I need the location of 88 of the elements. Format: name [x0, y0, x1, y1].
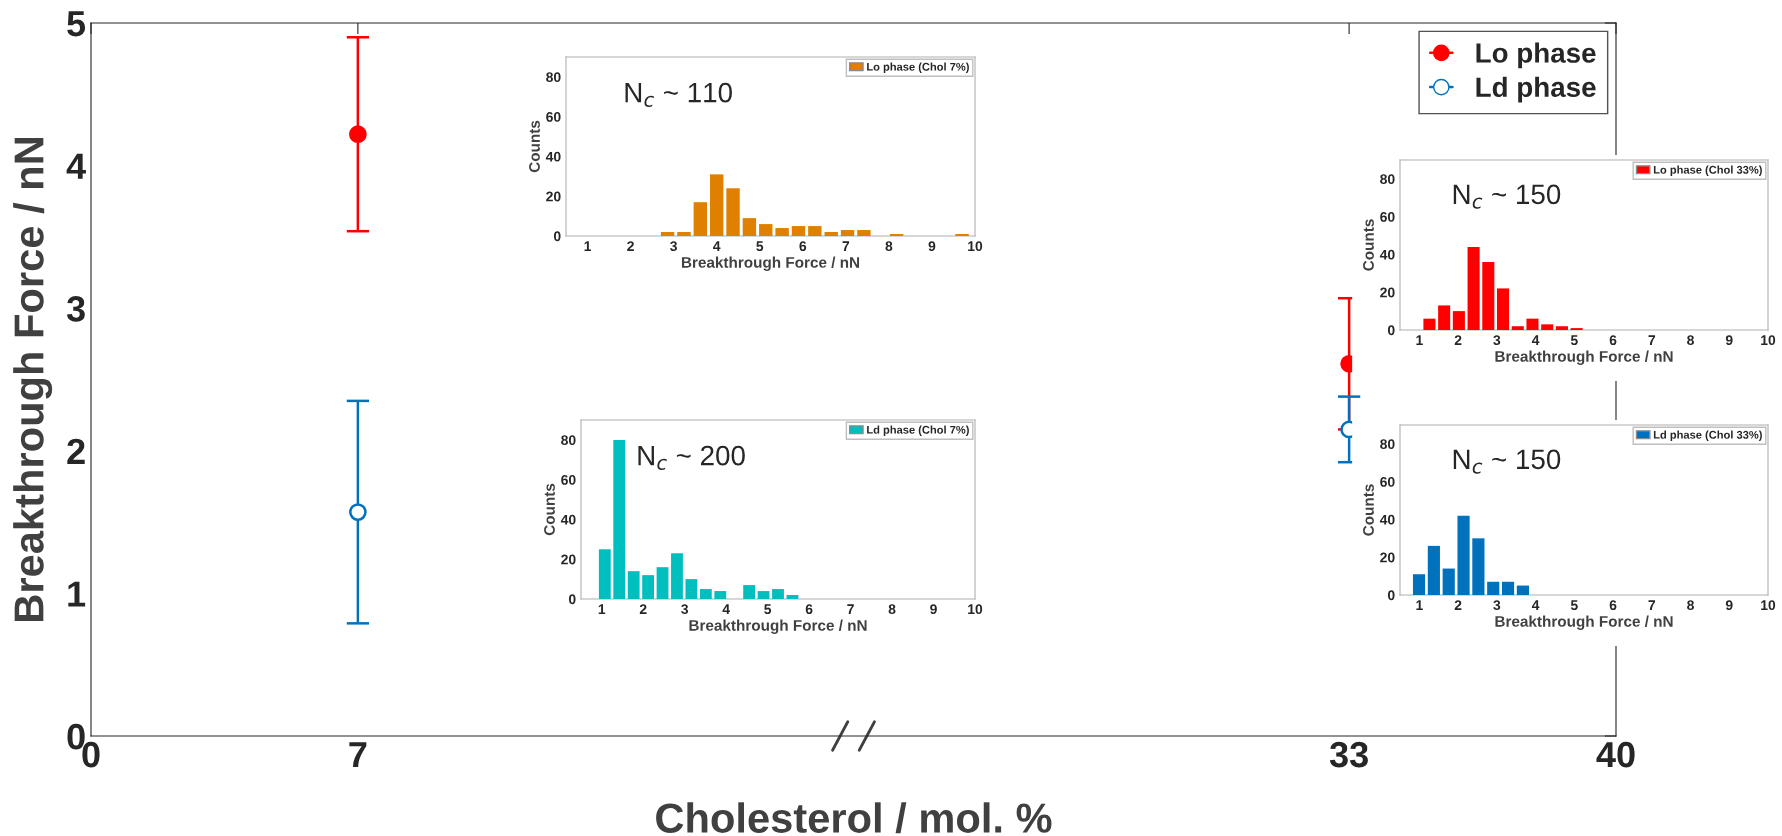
- x-tick-label: 9: [930, 604, 937, 615]
- legend-label: Ld phase (Chol 7%): [867, 425, 969, 436]
- legend-label: Ld phase (Chol 33%): [1653, 430, 1762, 441]
- annotation: N$_{c}$ ~ 200: [638, 445, 745, 470]
- y-tick-label: 60: [546, 112, 561, 122]
- legend-label: Lo phase: [1476, 42, 1596, 69]
- y-tick-label: 80: [546, 72, 561, 83]
- x-axis-title: Breakthrough Force / nN: [1495, 350, 1673, 365]
- x-tick-label: 3: [681, 604, 689, 615]
- y-tick-label: 20: [1380, 287, 1395, 298]
- x-tick-label: 10: [968, 604, 983, 615]
- annotation: N$_{c}$ ~ 150: [1453, 184, 1561, 209]
- x-tick-label: 10: [968, 241, 983, 252]
- x-tick-label: 7: [842, 241, 850, 251]
- x-tick-label: 10: [1761, 335, 1776, 346]
- x-axis-title: Cholesterol / mol. %: [656, 802, 1052, 834]
- y-tick-label: 20: [1380, 552, 1395, 563]
- y-tick-label: 5: [67, 11, 86, 37]
- legend-label: Lo phase (Chol 7%): [867, 62, 969, 73]
- x-tick-label: 2: [1454, 335, 1462, 345]
- x-tick-label: 8: [1687, 335, 1694, 346]
- y-tick-label: 60: [1380, 212, 1395, 222]
- x-axis-title: Breakthrough Force / nN: [689, 619, 867, 634]
- x-tick-label: 6: [1609, 600, 1617, 611]
- x-tick-label: 10: [1761, 600, 1776, 611]
- x-tick-label: 2: [1454, 600, 1462, 610]
- x-tick-label: 6: [805, 604, 813, 615]
- point: [349, 125, 367, 144]
- annotation: N$_{c}$ ~ 110: [625, 82, 732, 107]
- x-tick-label: 9: [928, 241, 936, 252]
- y-tick-label: 0: [1387, 590, 1395, 601]
- x-tick-label: 1: [1416, 600, 1423, 610]
- x-tick-label: 5: [764, 604, 772, 615]
- y-tick-label: 20: [561, 554, 576, 565]
- x-tick-label: 7: [1648, 600, 1656, 610]
- x-tick-label: 1: [584, 241, 591, 251]
- y-tick-label: 60: [561, 475, 576, 485]
- y-tick-label: 80: [561, 435, 576, 446]
- y-tick-label: 60: [1380, 477, 1395, 487]
- x-tick-label: 3: [1493, 600, 1501, 611]
- y-tick-label: 80: [1380, 439, 1395, 450]
- x-tick-label: 3: [1493, 335, 1501, 346]
- x-tick-label: 6: [1609, 335, 1617, 346]
- y-tick-label: 2: [67, 438, 85, 464]
- x-tick-label: 8: [885, 241, 893, 252]
- y-axis-title: Counts: [1363, 484, 1374, 536]
- x-tick-label: 4: [722, 604, 730, 614]
- y-tick-label: 40: [1379, 249, 1395, 260]
- x-tick-label: 4: [713, 241, 721, 251]
- x-tick-label: 8: [1687, 600, 1694, 611]
- x-tick-label: 2: [639, 604, 647, 614]
- x-tick-label: 7: [847, 604, 854, 614]
- x-tick-label: 40: [1596, 741, 1635, 768]
- y-tick-label: 0: [1387, 325, 1395, 336]
- y-tick-label: 40: [1379, 514, 1395, 525]
- annotation: N$_{c}$ ~ 150: [1453, 449, 1561, 474]
- x-tick-label: 3: [670, 241, 677, 252]
- x-tick-label: 4: [1531, 600, 1540, 610]
- x-tick-label: 7: [349, 742, 367, 768]
- x-tick-label: 2: [627, 241, 634, 251]
- x-tick-label: 6: [799, 241, 807, 252]
- x-tick-label: 5: [1570, 335, 1578, 346]
- y-tick-label: 0: [553, 231, 561, 242]
- y-tick-label: 80: [1380, 174, 1395, 185]
- x-axis-title: Breakthrough Force / nN: [1495, 615, 1673, 630]
- point: [349, 503, 367, 521]
- y-axis-title: Counts: [544, 483, 555, 536]
- x-tick-label: 1: [1416, 335, 1423, 345]
- legend-label: Lo phase (Chol 33%): [1653, 165, 1762, 176]
- x-tick-label: 9: [1725, 335, 1733, 346]
- x-tick-label: 5: [756, 241, 764, 252]
- y-axis-title: Breakthrough Force / nN: [13, 138, 53, 621]
- x-tick-label: 8: [888, 604, 896, 615]
- legend-label: Ld phase: [1476, 76, 1596, 103]
- y-axis-title: Counts: [1363, 219, 1374, 271]
- x-tick-label: 33: [1329, 741, 1368, 768]
- x-tick-label: 1: [598, 604, 606, 614]
- x-axis-title: Breakthrough Force / nN: [681, 256, 860, 271]
- y-tick-label: 4: [66, 153, 86, 179]
- y-tick-label: 20: [546, 191, 561, 202]
- y-tick-label: 3: [66, 296, 85, 322]
- y-tick-label: 40: [545, 151, 561, 162]
- x-tick-label: 4: [1531, 335, 1540, 345]
- y-axis-title: Counts: [529, 120, 540, 173]
- x-tick-label: 9: [1725, 600, 1733, 611]
- x-tick-label: 7: [1648, 335, 1656, 345]
- x-tick-label: 5: [1570, 600, 1578, 611]
- y-tick-label: 40: [560, 514, 576, 525]
